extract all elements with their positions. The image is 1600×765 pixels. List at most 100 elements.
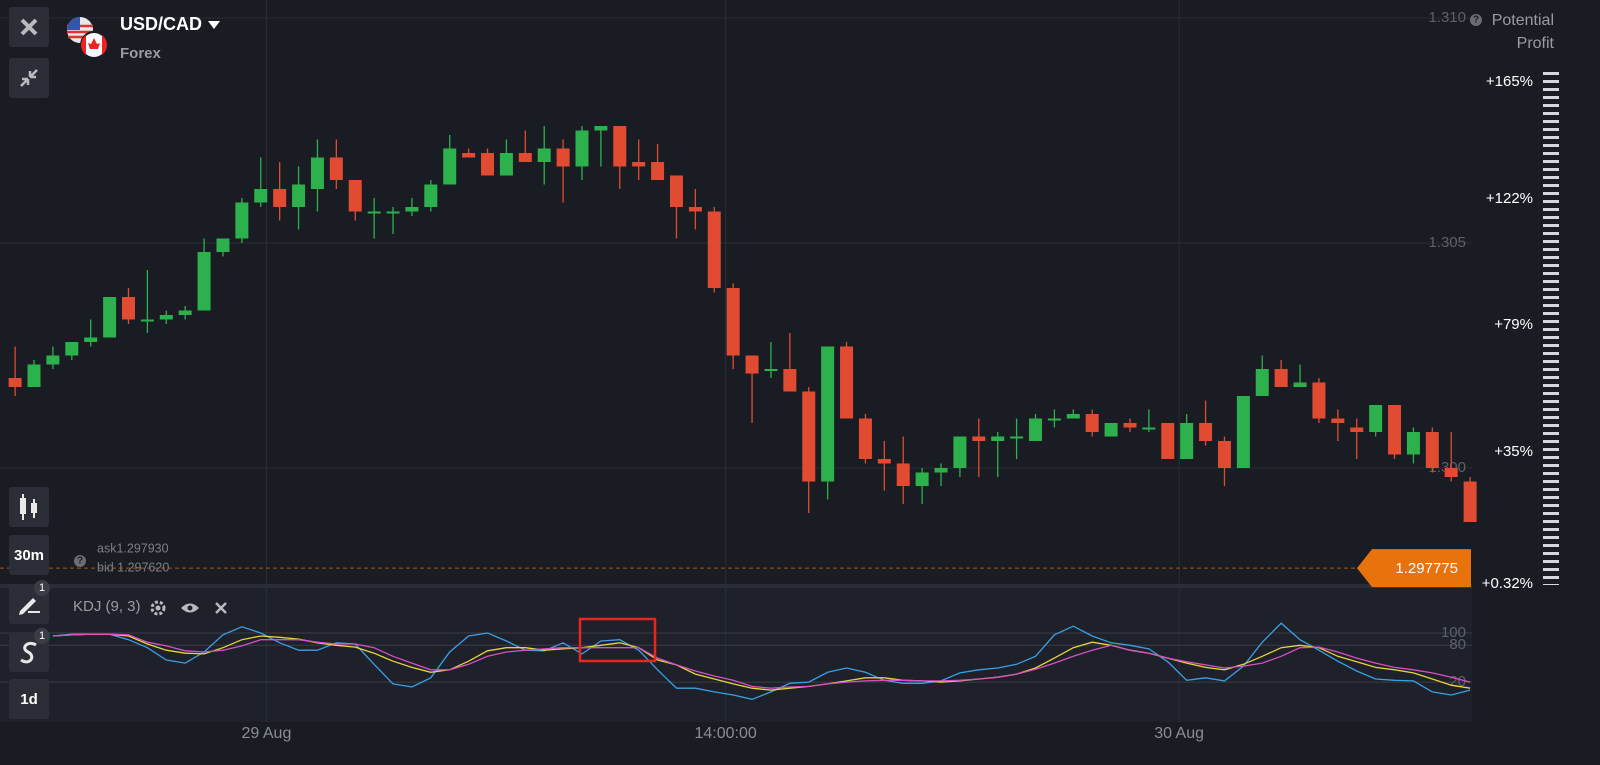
candle-body xyxy=(121,297,135,320)
candle-body xyxy=(1463,481,1477,522)
candle-body xyxy=(140,319,154,322)
candle-body xyxy=(991,436,1005,441)
candle-body xyxy=(273,189,287,207)
candle-body xyxy=(1312,382,1326,419)
candle-body xyxy=(840,346,854,419)
candle-body xyxy=(84,337,98,342)
profit-level: +165% xyxy=(1486,73,1533,90)
badge: 1 xyxy=(39,630,45,642)
candle-body xyxy=(688,207,702,212)
candle-body xyxy=(783,369,797,392)
candle-body xyxy=(1217,441,1231,468)
settings-icon[interactable] xyxy=(150,600,166,616)
candle-body xyxy=(934,468,948,473)
candle-body xyxy=(1388,405,1402,455)
candle-body xyxy=(386,211,400,214)
drawing-button[interactable]: 1 xyxy=(9,580,50,624)
candle-body xyxy=(764,369,778,371)
candle-body xyxy=(329,157,343,180)
candle-body xyxy=(65,342,79,356)
candle-body xyxy=(896,463,910,486)
indicator-title: KDJ (9, 3) xyxy=(73,598,141,615)
candle-body xyxy=(1331,418,1345,423)
candle-body xyxy=(972,436,986,441)
collapse-button[interactable] xyxy=(9,58,49,98)
candle-body xyxy=(1425,432,1439,468)
candle-body xyxy=(858,418,872,459)
candle-body xyxy=(46,355,60,365)
candle-body xyxy=(1047,418,1061,421)
candle-body xyxy=(915,472,929,486)
candle-body xyxy=(556,148,570,167)
indicator-panel xyxy=(0,587,1472,722)
candle-body xyxy=(1199,423,1213,441)
candle-body xyxy=(1444,468,1458,477)
candle-body xyxy=(1236,396,1250,468)
candle-body xyxy=(651,162,665,180)
profit-level: +0.32% xyxy=(1482,575,1533,592)
y-tick-label: 100 xyxy=(1441,624,1466,641)
candle-body xyxy=(1029,418,1043,441)
candle-body xyxy=(159,315,173,320)
candle-body xyxy=(254,189,268,203)
candle-body xyxy=(178,310,192,315)
info-icon[interactable] xyxy=(1470,14,1482,26)
profit-level: +122% xyxy=(1486,190,1533,207)
info-icon[interactable] xyxy=(74,555,86,567)
candle-body xyxy=(518,153,532,162)
symbol[interactable]: USD/CAD xyxy=(120,14,202,34)
candle-body xyxy=(669,175,683,207)
timeframe-button[interactable]: 30m xyxy=(9,535,49,575)
x-tick-label: 14:00:00 xyxy=(694,725,756,742)
flag-usd xyxy=(67,17,93,43)
candle-body xyxy=(443,148,457,185)
profit-level: +79% xyxy=(1494,316,1533,333)
candle-body xyxy=(1104,423,1118,437)
candle-body xyxy=(1350,427,1364,432)
profit-scale xyxy=(1543,70,1559,585)
candle-body xyxy=(367,211,381,214)
ask: ask1.297930 xyxy=(97,541,169,555)
chart-type-button[interactable] xyxy=(9,487,49,527)
candle-body xyxy=(877,459,891,464)
candle-body xyxy=(481,153,495,176)
candle-body xyxy=(1255,369,1269,396)
candle-body xyxy=(632,162,646,167)
highlight-box xyxy=(578,617,657,663)
candle-body xyxy=(821,346,835,482)
candle-body xyxy=(1180,423,1194,459)
y-tick-label: 1.310 xyxy=(1428,9,1466,26)
info-icon-mark: ? xyxy=(77,556,83,567)
candle-body xyxy=(1085,414,1099,432)
indicator-line xyxy=(52,633,1471,689)
candle-body xyxy=(613,126,627,167)
candle-body xyxy=(1142,427,1156,430)
candle-body xyxy=(1274,369,1288,387)
candle-body xyxy=(1369,405,1383,432)
candle-body xyxy=(348,180,362,212)
symbol-dropdown[interactable] xyxy=(208,21,220,29)
profit-level: +35% xyxy=(1494,443,1533,460)
candle-body xyxy=(1123,423,1137,428)
close-button[interactable] xyxy=(9,7,49,47)
period-button[interactable]: 1d xyxy=(9,679,49,719)
visibility-icon[interactable] xyxy=(181,603,199,613)
candle-body xyxy=(575,130,589,167)
y-tick-label: 1.305 xyxy=(1428,234,1466,251)
info-icon-mark: ? xyxy=(1473,15,1479,26)
candle-body xyxy=(235,202,249,239)
indicator-button[interactable]: 1 xyxy=(9,628,50,672)
candle-body xyxy=(292,184,306,207)
badge: 1 xyxy=(39,582,45,594)
current-price-tag xyxy=(1357,549,1471,588)
candle-body xyxy=(499,153,513,176)
y-tick-label: 80 xyxy=(1449,636,1466,653)
candle-body xyxy=(1010,436,1024,439)
market: Forex xyxy=(120,45,162,62)
plot: 29 Aug 14:00:00 30 Aug1.3101.3051.3001.297… xyxy=(0,0,1477,742)
candle-body xyxy=(745,355,759,374)
remove-indicator[interactable] xyxy=(215,602,227,614)
current-price-label: 1.297775 xyxy=(1395,560,1458,577)
profit-levels: +165% +122% +79% +35% +0.32% xyxy=(1482,73,1533,592)
